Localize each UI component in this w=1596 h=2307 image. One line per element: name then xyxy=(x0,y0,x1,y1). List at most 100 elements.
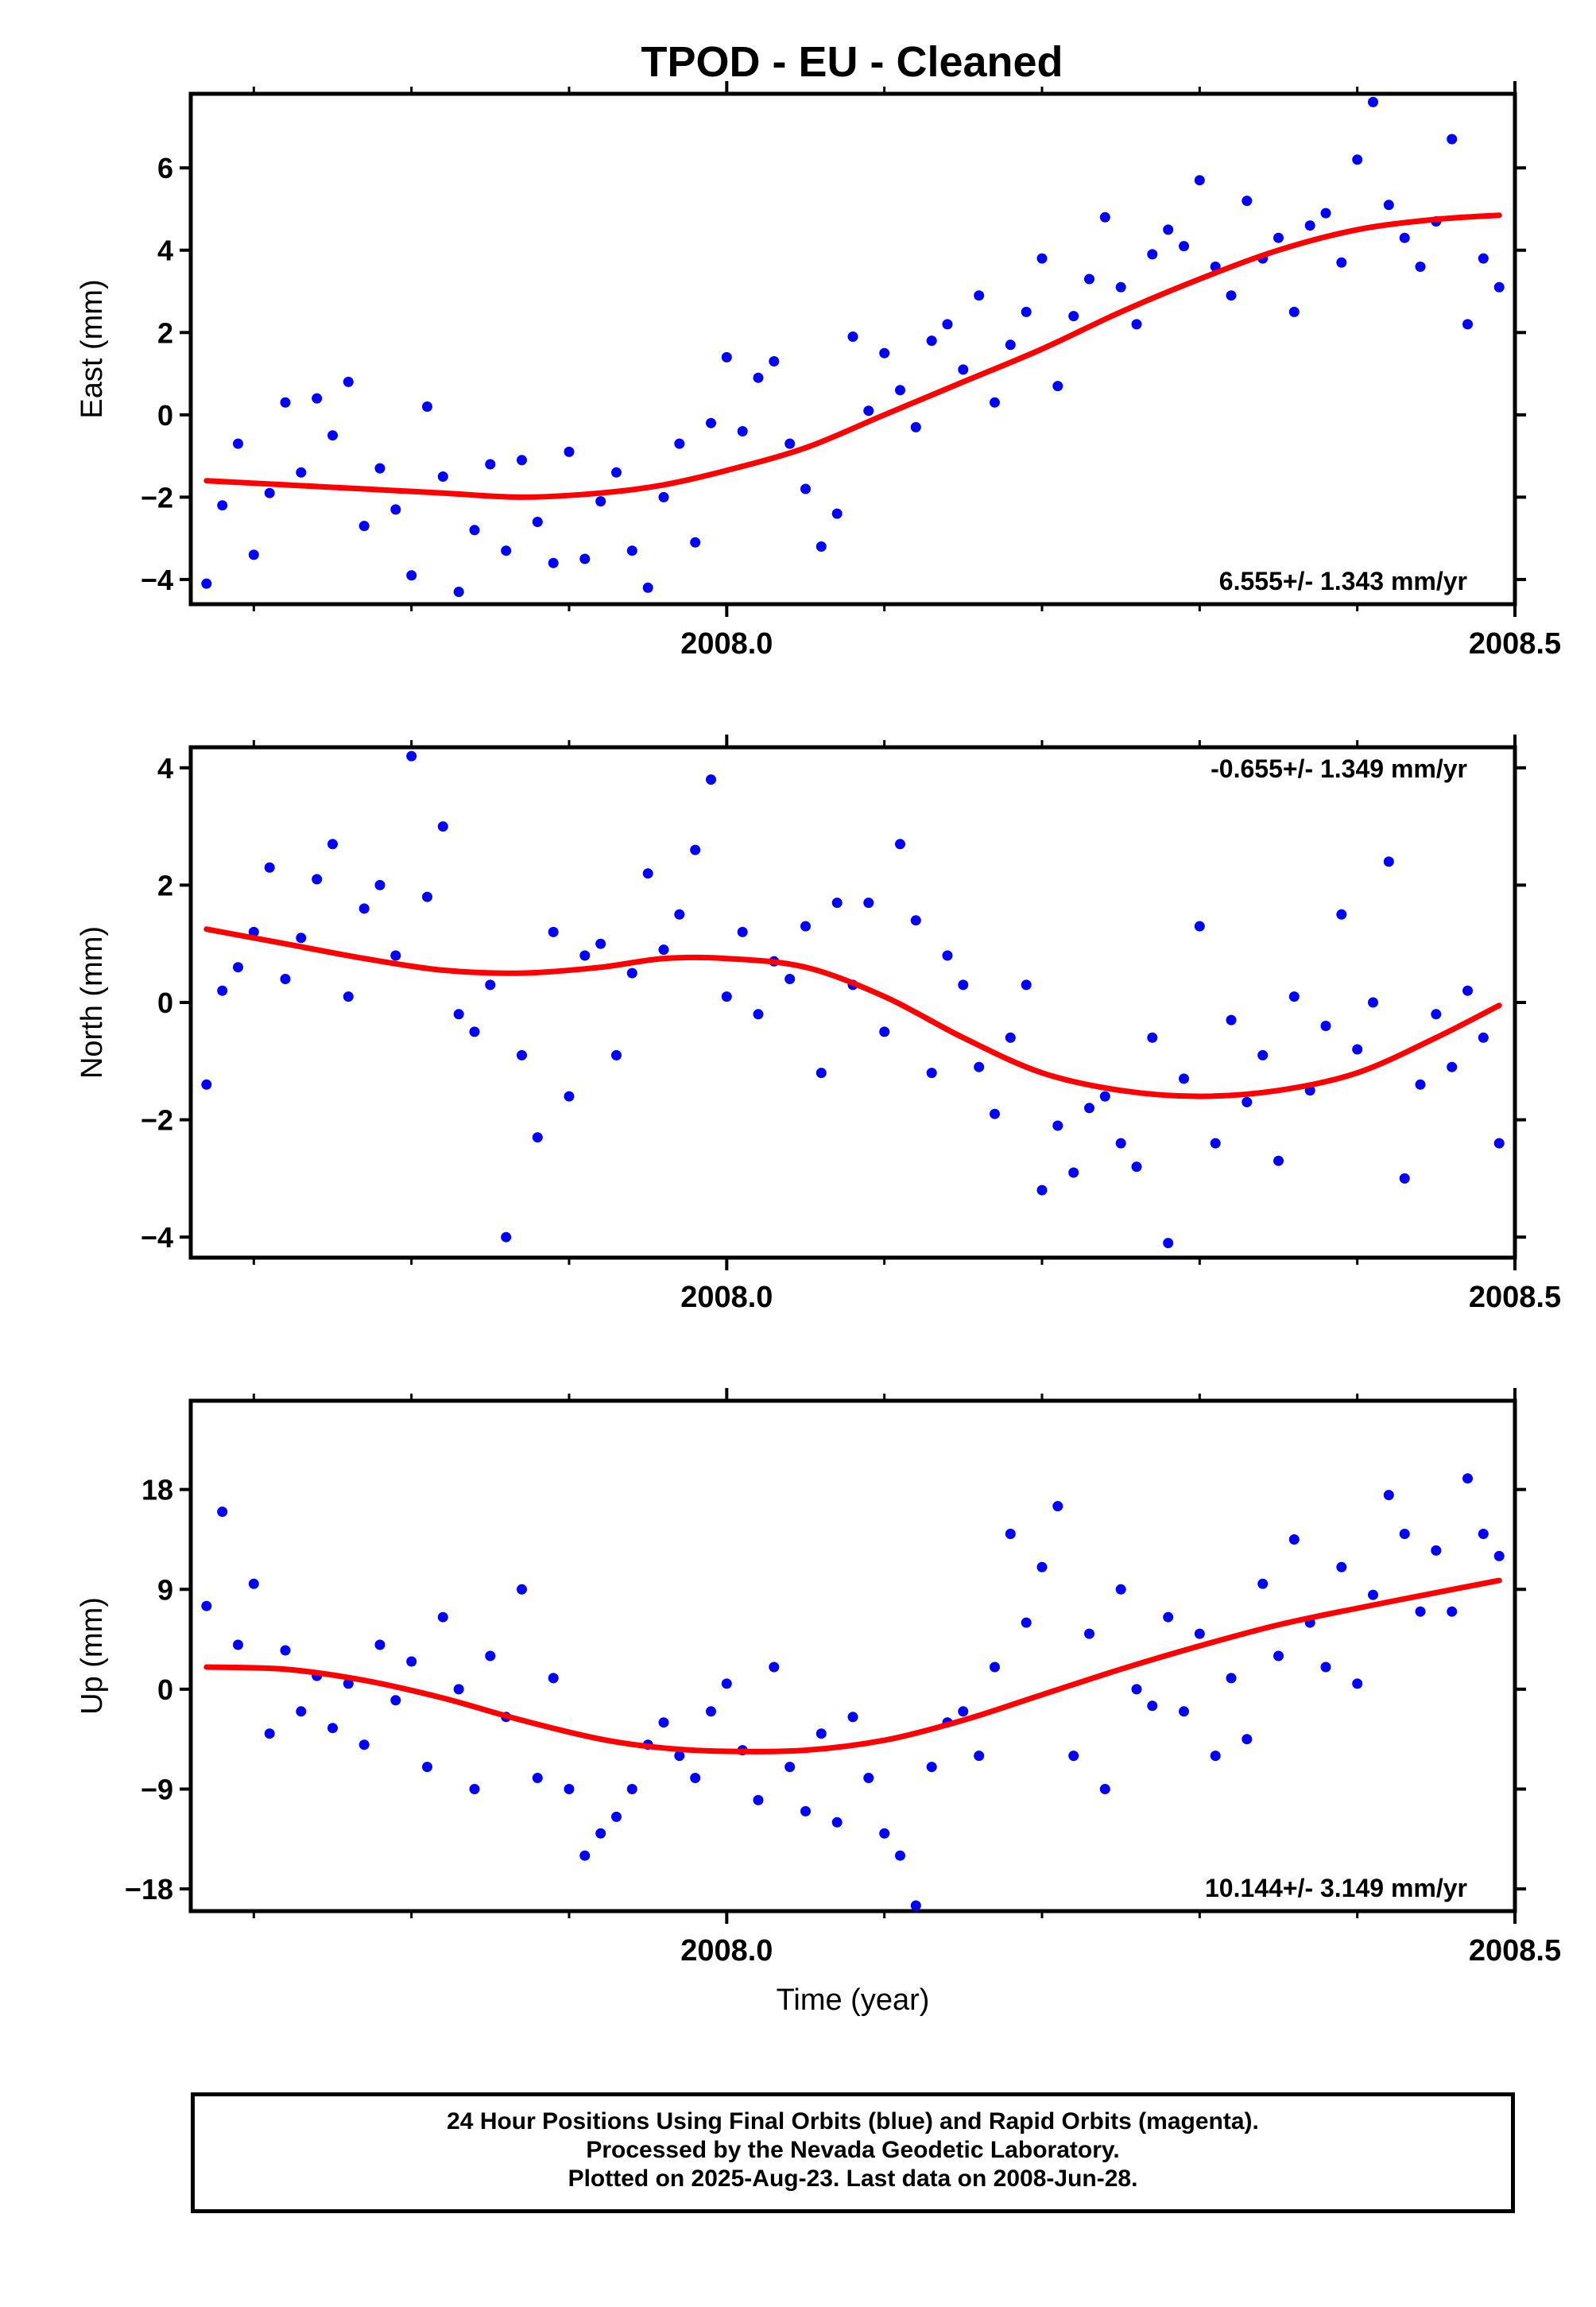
plot-frame xyxy=(188,1398,1517,1913)
data-point xyxy=(595,496,606,507)
data-point xyxy=(721,991,732,1002)
data-point xyxy=(737,426,748,436)
data-point xyxy=(1399,232,1410,243)
y-tick-label: 0 xyxy=(157,1673,173,1706)
data-point xyxy=(374,879,385,890)
data-point xyxy=(879,347,890,359)
data-layer xyxy=(201,1473,1505,1911)
data-point xyxy=(1273,1650,1284,1661)
data-point xyxy=(453,1009,464,1020)
data-point xyxy=(1273,232,1284,243)
data-point xyxy=(1179,1706,1189,1717)
data-point xyxy=(453,587,464,597)
data-point xyxy=(1320,1021,1331,1031)
data-point xyxy=(422,401,432,412)
data-point xyxy=(721,1678,732,1689)
x-tick-label: 2008.0 xyxy=(680,627,773,661)
data-point xyxy=(327,839,338,850)
data-point xyxy=(958,979,969,991)
data-point xyxy=(1099,1091,1110,1102)
data-point xyxy=(1320,207,1331,219)
data-point xyxy=(1021,979,1032,991)
data-point xyxy=(217,1506,228,1518)
data-point xyxy=(879,1026,890,1037)
data-point xyxy=(201,578,212,589)
data-point xyxy=(611,1811,622,1822)
data-point xyxy=(532,1773,543,1783)
data-point xyxy=(1131,319,1142,330)
data-point xyxy=(926,1762,937,1773)
data-point xyxy=(1478,253,1489,264)
data-point xyxy=(863,405,874,417)
y-tick-label: 6 xyxy=(157,152,173,184)
data-point xyxy=(974,1061,985,1072)
data-point xyxy=(974,290,985,301)
data-point xyxy=(690,537,701,548)
data-point xyxy=(485,459,496,470)
data-point xyxy=(280,1645,291,1656)
data-point xyxy=(1099,1784,1110,1794)
data-point xyxy=(517,1584,527,1595)
data-point xyxy=(990,1108,1000,1119)
trend-fit-line xyxy=(203,212,1502,500)
data-layer xyxy=(201,750,1505,1249)
data-point xyxy=(800,921,811,932)
data-point xyxy=(358,1739,370,1751)
data-point xyxy=(1242,1734,1253,1745)
y-tick-label: 2 xyxy=(157,869,173,901)
data-point xyxy=(769,1661,780,1673)
data-point xyxy=(926,1068,937,1079)
data-point xyxy=(233,962,243,973)
data-point xyxy=(1257,1578,1269,1589)
data-point xyxy=(626,1784,637,1794)
data-point xyxy=(910,915,921,926)
data-point xyxy=(1131,1161,1142,1173)
data-point xyxy=(280,397,291,408)
data-point xyxy=(1415,262,1426,272)
data-point xyxy=(248,926,259,937)
data-point xyxy=(390,950,401,961)
caption-box: 24 Hour Positions Using Final Orbits (bl… xyxy=(191,2092,1515,2213)
data-point xyxy=(910,421,921,432)
data-point xyxy=(815,1068,827,1079)
rate-annotation: 6.555+/- 1.343 mm/yr xyxy=(1219,567,1467,595)
data-point xyxy=(327,1723,338,1734)
data-point xyxy=(296,932,307,944)
data-point xyxy=(1052,381,1063,392)
y-tick-label: 2 xyxy=(157,316,173,349)
data-point xyxy=(990,1661,1000,1673)
data-point xyxy=(595,938,606,949)
data-point xyxy=(1021,1617,1032,1628)
data-point xyxy=(1399,1529,1410,1539)
data-point xyxy=(847,1712,858,1723)
data-point xyxy=(517,1049,527,1060)
data-point xyxy=(721,351,732,363)
data-point xyxy=(1493,281,1505,293)
data-point xyxy=(217,985,228,996)
data-layer xyxy=(201,96,1505,597)
data-point xyxy=(264,862,275,873)
data-point xyxy=(469,525,480,536)
data-point xyxy=(1163,1611,1174,1623)
x-axis-label: Time (year) xyxy=(777,1983,930,2017)
data-point xyxy=(1194,1628,1205,1639)
data-point xyxy=(437,1611,448,1623)
data-point xyxy=(1368,1589,1378,1600)
rate-annotation: 10.144+/- 3.149 mm/yr xyxy=(1205,1874,1467,1902)
trend-fit-line xyxy=(203,926,1502,1099)
data-point xyxy=(674,909,685,920)
data-point xyxy=(358,903,370,914)
data-point xyxy=(1368,997,1378,1008)
data-point xyxy=(564,1091,575,1102)
data-point xyxy=(280,974,291,984)
data-point xyxy=(374,463,385,474)
data-point xyxy=(264,1728,275,1739)
data-point xyxy=(1273,1155,1284,1166)
data-point xyxy=(674,438,685,449)
y-axis-label: Up (mm) xyxy=(76,1597,109,1715)
caption-line-2: Processed by the Nevada Geodetic Laborat… xyxy=(586,2137,1120,2163)
data-point xyxy=(1005,1529,1016,1539)
data-point xyxy=(1320,1661,1331,1673)
data-point xyxy=(548,557,559,568)
data-point xyxy=(1242,1096,1253,1107)
